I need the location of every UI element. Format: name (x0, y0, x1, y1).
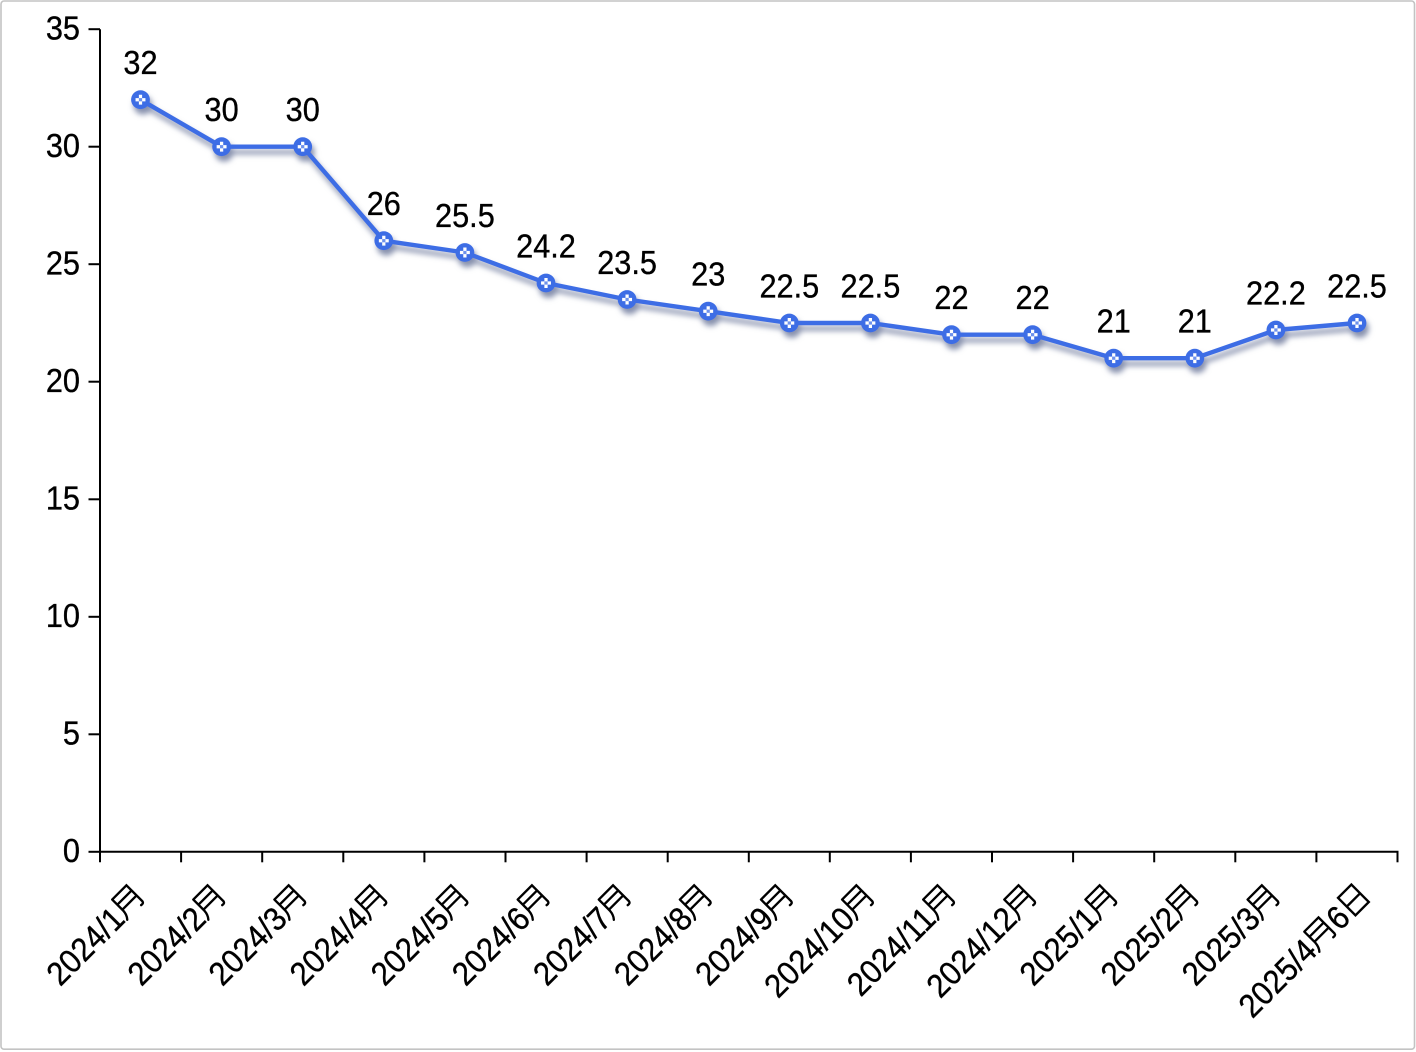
svg-text:10: 10 (46, 597, 80, 634)
svg-text:21: 21 (1178, 303, 1212, 340)
svg-text:22.5: 22.5 (759, 267, 819, 304)
svg-text:20: 20 (46, 362, 80, 399)
svg-text:22.5: 22.5 (1327, 267, 1387, 304)
svg-text:22: 22 (934, 279, 968, 316)
svg-text:21: 21 (1097, 303, 1131, 340)
svg-text:35: 35 (46, 9, 80, 46)
svg-text:22: 22 (1016, 279, 1050, 316)
svg-text:22.5: 22.5 (841, 267, 901, 304)
svg-text:25.5: 25.5 (435, 197, 495, 234)
svg-text:22.2: 22.2 (1246, 274, 1306, 311)
svg-text:0: 0 (63, 832, 80, 869)
svg-text:30: 30 (46, 127, 80, 164)
svg-text:23.5: 23.5 (597, 244, 657, 281)
svg-text:25: 25 (46, 244, 80, 281)
svg-text:15: 15 (46, 479, 80, 516)
svg-text:30: 30 (286, 91, 320, 128)
svg-text:5: 5 (63, 714, 80, 751)
svg-text:23: 23 (691, 256, 725, 293)
svg-text:30: 30 (205, 91, 239, 128)
svg-text:26: 26 (367, 185, 401, 222)
svg-text:32: 32 (123, 44, 157, 81)
svg-text:24.2: 24.2 (516, 227, 576, 264)
